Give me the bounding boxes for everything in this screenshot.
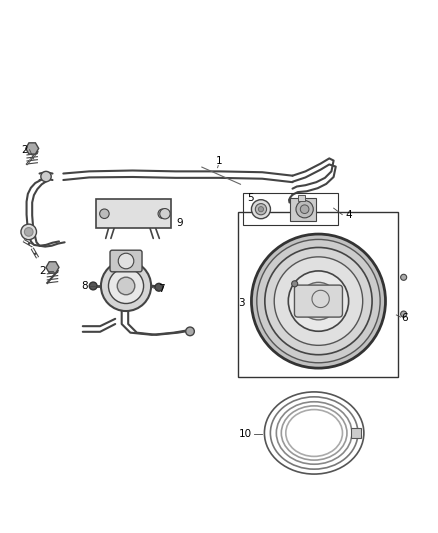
Circle shape xyxy=(101,261,151,311)
Circle shape xyxy=(257,239,380,363)
Circle shape xyxy=(117,277,135,295)
Circle shape xyxy=(401,311,406,317)
Circle shape xyxy=(300,205,309,214)
Circle shape xyxy=(251,200,270,219)
Circle shape xyxy=(160,208,170,219)
Text: 4: 4 xyxy=(346,209,352,220)
FancyBboxPatch shape xyxy=(96,199,171,228)
Text: 7: 7 xyxy=(159,285,165,294)
Text: 1: 1 xyxy=(215,156,223,166)
Circle shape xyxy=(300,282,337,320)
Circle shape xyxy=(21,224,36,240)
Circle shape xyxy=(100,209,109,219)
Bar xyxy=(243,193,338,225)
Circle shape xyxy=(25,228,33,236)
Circle shape xyxy=(118,253,134,269)
Bar xyxy=(351,428,361,438)
Circle shape xyxy=(296,200,313,218)
Bar xyxy=(298,196,304,201)
Circle shape xyxy=(109,269,144,303)
Text: 2: 2 xyxy=(21,145,28,155)
Circle shape xyxy=(288,271,349,331)
FancyBboxPatch shape xyxy=(294,285,343,317)
Text: 3: 3 xyxy=(238,298,245,308)
Text: 5: 5 xyxy=(247,193,254,203)
Circle shape xyxy=(255,204,267,215)
Text: 8: 8 xyxy=(81,281,88,291)
Circle shape xyxy=(251,234,385,368)
Circle shape xyxy=(186,327,194,336)
Circle shape xyxy=(158,209,168,219)
Circle shape xyxy=(89,282,97,290)
FancyBboxPatch shape xyxy=(110,250,142,272)
Circle shape xyxy=(155,284,163,291)
Bar xyxy=(290,198,316,221)
Text: 6: 6 xyxy=(402,313,408,324)
Circle shape xyxy=(258,207,264,212)
Text: 9: 9 xyxy=(176,218,183,228)
Circle shape xyxy=(274,257,363,345)
Circle shape xyxy=(292,281,298,287)
Text: 10: 10 xyxy=(239,429,252,439)
Text: 2: 2 xyxy=(39,266,46,276)
Circle shape xyxy=(401,274,406,280)
Circle shape xyxy=(41,172,51,182)
Circle shape xyxy=(265,247,372,355)
Bar xyxy=(238,213,399,377)
